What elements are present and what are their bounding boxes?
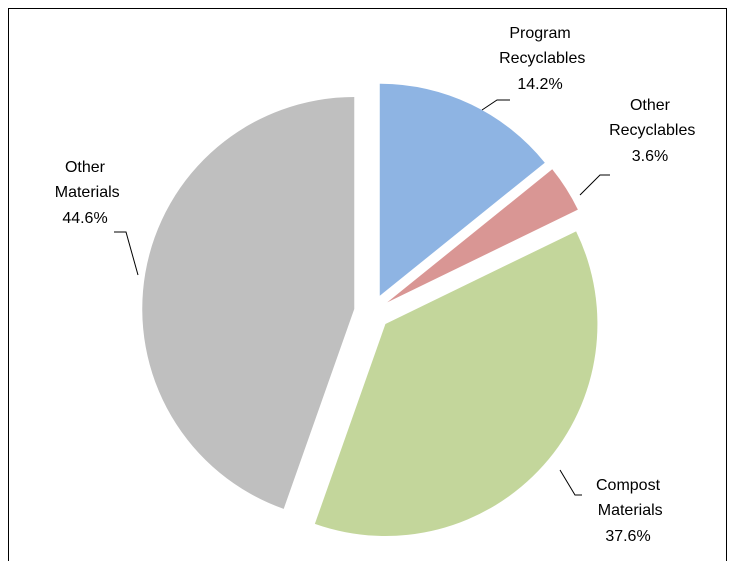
label-line: Compost: [596, 477, 661, 494]
value-label: 44.6%: [62, 210, 107, 227]
pie-slice: [379, 83, 545, 296]
slice-label: Other Recyclables: [605, 97, 696, 139]
pie-slice: [142, 96, 355, 509]
value-label: 14.2%: [517, 76, 562, 93]
label-line: Other: [630, 97, 671, 114]
label-line: Recyclables: [605, 122, 696, 139]
label-line: Materials: [593, 502, 662, 519]
pie-slice: [314, 231, 598, 536]
label-line: Materials: [50, 184, 119, 201]
label-line: Other: [65, 159, 106, 176]
slice-label: Compost Materials: [593, 477, 662, 519]
leader-line: [481, 99, 510, 111]
value-label: 3.6%: [632, 148, 668, 165]
label-line: Recyclables: [495, 50, 586, 67]
pie-slice: [387, 169, 578, 303]
slice-label: Other Materials: [50, 159, 119, 201]
leader-line: [579, 174, 610, 196]
label-line: Program: [509, 25, 570, 42]
leader-line: [559, 469, 582, 496]
leader-line: [114, 231, 139, 276]
value-label: 37.6%: [605, 528, 650, 545]
slice-label: Program Recyclables: [495, 25, 586, 67]
